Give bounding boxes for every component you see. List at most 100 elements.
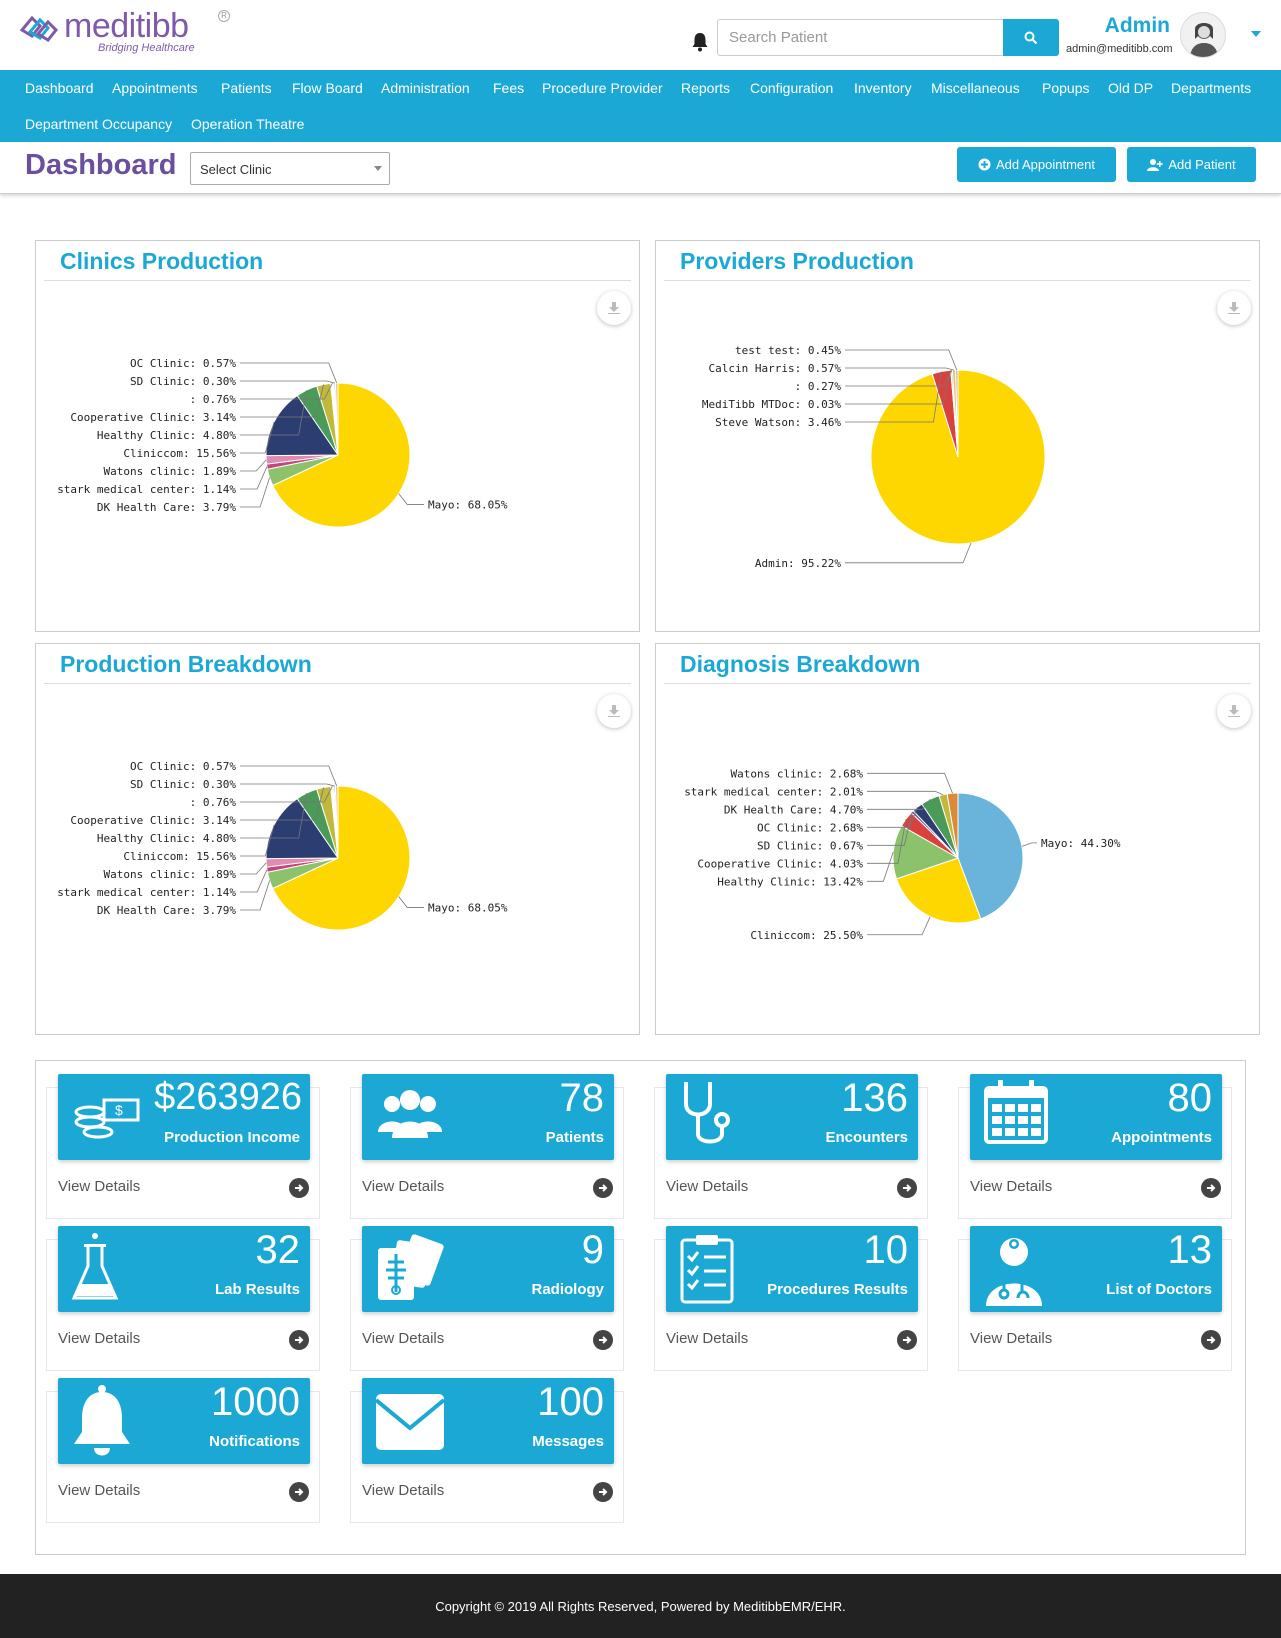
stat-card-notifications[interactable]: 1000 Notifications View Details — [46, 1378, 320, 1523]
nav-item-operation-theatre[interactable]: Operation Theatre — [191, 116, 305, 132]
page-title: Dashboard — [25, 149, 177, 181]
brand-tagline: Bridging Healthcare — [98, 42, 195, 54]
nav-item-old-dp[interactable]: Old DP — [1108, 80, 1154, 96]
pie-label: Watons clinic: 2.68% — [731, 767, 864, 780]
search-button[interactable] — [1003, 19, 1059, 56]
pie-label: OC Clinic: 2.68% — [757, 821, 863, 834]
pie-slice[interactable] — [957, 792, 1024, 920]
nav-item-fees[interactable]: Fees — [493, 80, 525, 96]
user-info[interactable]: Admin admin@meditibb.com — [1066, 14, 1173, 55]
stat-label: Radiology — [531, 1281, 604, 1298]
nav-item-reports[interactable]: Reports — [681, 80, 731, 96]
view-details-link[interactable]: View Details — [666, 1330, 749, 1347]
registered-icon: R — [218, 10, 230, 22]
pie-leader-line — [867, 807, 918, 828]
search-input[interactable] — [717, 19, 1005, 56]
arrow-right-icon[interactable] — [593, 1330, 613, 1350]
nav-item-configuration[interactable]: Configuration — [750, 80, 834, 96]
pie-label: Calcin Harris: 0.57% — [709, 362, 842, 375]
pie-leader-line — [240, 783, 335, 787]
stat-card-header: 13 List of Doctors — [970, 1226, 1222, 1312]
pie-slice[interactable] — [955, 369, 959, 458]
arrow-right-icon[interactable] — [1201, 1178, 1221, 1198]
pie-label: DK Health Care: 3.79% — [97, 501, 236, 514]
stat-card-list-of-doctors[interactable]: 13 List of Doctors View Details — [958, 1226, 1232, 1371]
pie-slice[interactable] — [272, 785, 411, 931]
arrow-right-icon[interactable] — [897, 1330, 917, 1350]
view-details-link[interactable]: View Details — [970, 1178, 1053, 1195]
nav-item-flow-board[interactable]: Flow Board — [292, 80, 363, 96]
footer: Copyright © 2019 All Rights Reserved, Po… — [0, 1574, 1281, 1638]
pie-label: Admin: 95.22% — [755, 557, 841, 570]
stat-card-radiology[interactable]: 9 Radiology View Details — [350, 1226, 624, 1371]
download-icon — [608, 302, 620, 314]
nav-item-miscellaneous[interactable]: Miscellaneous — [931, 80, 1020, 96]
nav-item-inventory[interactable]: Inventory — [854, 80, 912, 96]
add-patient-button[interactable]: Add Patient — [1127, 147, 1256, 182]
nav-item-departments[interactable]: Departments — [1171, 80, 1252, 96]
pie-slice[interactable] — [946, 792, 959, 859]
view-details-link[interactable]: View Details — [58, 1482, 141, 1499]
plus-circle-icon — [978, 158, 991, 171]
pie-label: SD Clinic: 0.67% — [757, 839, 863, 852]
stat-value: 32 — [255, 1228, 301, 1272]
divider — [664, 280, 1251, 281]
search-icon — [1024, 31, 1038, 44]
stat-card-lab-results[interactable]: 32 Lab Results View Details — [46, 1226, 320, 1371]
arrow-right-icon[interactable] — [593, 1178, 613, 1198]
arrow-right-icon[interactable] — [1201, 1330, 1221, 1350]
stat-label: Production Income — [164, 1129, 300, 1146]
download-button[interactable] — [597, 694, 631, 728]
clinic-select[interactable]: Select Clinic — [190, 152, 390, 185]
stat-card-production-income[interactable]: $ $263926 Production Income View Details — [46, 1074, 320, 1219]
arrow-right-icon[interactable] — [289, 1482, 309, 1502]
pie-label: Healthy Clinic: 13.42% — [717, 875, 863, 888]
nav-item-appointments[interactable]: Appointments — [112, 80, 198, 96]
user-menu-caret-icon[interactable] — [1251, 31, 1261, 37]
download-button[interactable] — [1217, 291, 1251, 325]
stat-card-encounters[interactable]: 136 Encounters View Details — [654, 1074, 928, 1219]
patient-search — [717, 19, 1059, 56]
nav-item-procedure-provider[interactable]: Procedure Provider — [542, 80, 663, 96]
arrow-right-icon[interactable] — [593, 1482, 613, 1502]
pie-slice[interactable] — [272, 382, 411, 528]
nav-item-patients[interactable]: Patients — [221, 80, 272, 96]
nav-item-popups[interactable]: Popups — [1042, 80, 1090, 96]
download-button[interactable] — [597, 291, 631, 325]
view-details-link[interactable]: View Details — [58, 1178, 141, 1195]
view-details-link[interactable]: View Details — [58, 1330, 141, 1347]
stats-grid: $ $263926 Production Income View Details… — [35, 1060, 1246, 1555]
stat-card-appointments[interactable]: 80 Appointments View Details — [958, 1074, 1232, 1219]
pie-leader-line — [845, 370, 953, 387]
view-details-link[interactable]: View Details — [362, 1178, 445, 1195]
view-details-link[interactable]: View Details — [362, 1330, 445, 1347]
pie-label: stark medical center: 1.14% — [57, 483, 236, 496]
pie-leader-line — [240, 880, 270, 911]
arrow-right-icon[interactable] — [289, 1178, 309, 1198]
add-appointment-button[interactable]: Add Appointment — [957, 147, 1116, 182]
view-details-link[interactable]: View Details — [666, 1178, 749, 1195]
nav-item-dashboard[interactable]: Dashboard — [25, 80, 94, 96]
app-header: meditibb Bridging Healthcare R Admin adm… — [0, 0, 1281, 70]
brand-logo[interactable]: meditibb Bridging Healthcare R — [18, 8, 230, 54]
pie-leader-line — [240, 862, 267, 875]
arrow-right-icon[interactable] — [897, 1178, 917, 1198]
notification-bell-icon[interactable] — [691, 32, 709, 52]
stat-card-messages[interactable]: 100 Messages View Details — [350, 1378, 624, 1523]
stat-label: Patients — [545, 1129, 604, 1146]
stat-value: 80 — [1167, 1076, 1213, 1120]
stat-card-patients[interactable]: 78 Patients View Details — [350, 1074, 624, 1219]
avatar[interactable] — [1180, 12, 1226, 58]
arrow-right-icon[interactable] — [289, 1330, 309, 1350]
pie-slice[interactable] — [892, 825, 960, 880]
pie-leader-line — [240, 380, 335, 384]
stat-value: 136 — [841, 1076, 908, 1120]
pie-leader-line — [240, 787, 325, 821]
nav-item-administration[interactable]: Administration — [381, 80, 470, 96]
money-icon: $ — [74, 1098, 140, 1139]
nav-item-department-occupancy[interactable]: Department Occupancy — [25, 116, 173, 132]
view-details-link[interactable]: View Details — [970, 1330, 1053, 1347]
download-button[interactable] — [1217, 694, 1251, 728]
view-details-link[interactable]: View Details — [362, 1482, 445, 1499]
stat-card-procedures-results[interactable]: 10 Procedures Results View Details — [654, 1226, 928, 1371]
